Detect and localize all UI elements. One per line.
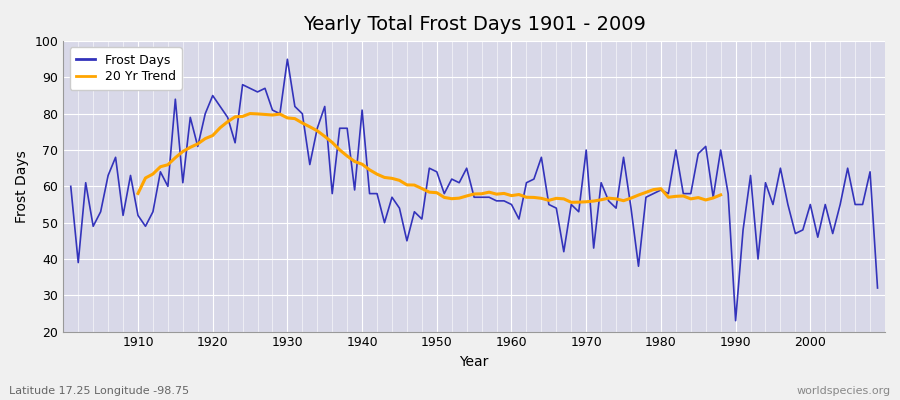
Text: Latitude 17.25 Longitude -98.75: Latitude 17.25 Longitude -98.75 [9,386,189,396]
Frost Days [125,173,136,178]
20 Yr Trend [716,192,726,197]
Frost Days [282,57,292,62]
Y-axis label: Frost Days: Frost Days [15,150,29,223]
X-axis label: Year: Year [460,355,489,369]
20 Yr Trend [379,175,390,180]
20 Yr Trend [282,116,292,120]
20 Yr Trend [573,200,584,204]
20 Yr Trend [132,191,143,196]
20 Yr Trend [245,111,256,116]
20 Yr Trend [476,191,487,196]
Frost Days [730,318,741,323]
Line: Frost Days: Frost Days [71,59,878,321]
Frost Days [506,202,517,207]
Frost Days [342,126,353,131]
Title: Yearly Total Frost Days 1901 - 2009: Yearly Total Frost Days 1901 - 2009 [302,15,645,34]
20 Yr Trend [566,200,577,205]
Legend: Frost Days, 20 Yr Trend: Frost Days, 20 Yr Trend [69,47,182,90]
Frost Days [872,286,883,290]
20 Yr Trend [297,120,308,125]
Frost Days [514,217,525,222]
Frost Days [66,184,77,189]
Frost Days [297,111,308,116]
20 Yr Trend [372,172,382,176]
Text: worldspecies.org: worldspecies.org [796,386,891,396]
Line: 20 Yr Trend: 20 Yr Trend [138,114,721,202]
Frost Days [603,198,614,203]
